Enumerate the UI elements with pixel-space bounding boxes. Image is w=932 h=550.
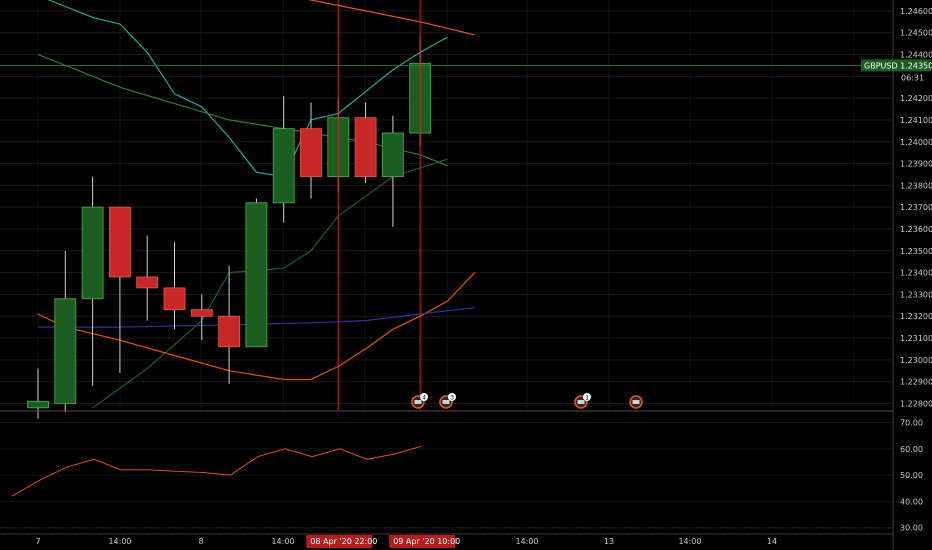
crosshair-time-tag [389,535,456,548]
event-marker[interactable] [629,395,643,409]
candle-body [272,128,295,204]
time-tick-label: 14:00 [515,537,538,546]
price-tick-label: 1.23500 [900,247,932,256]
price-tick-label: 1.23800 [900,181,932,190]
event-count: 3 [450,394,454,401]
event-count-badge [448,393,456,401]
price-tick-label: 1.23400 [900,269,932,278]
oscillator-line [11,445,422,497]
oscillator-pane: 70.00 60.00 50.00 40.00 30.00 [0,419,923,533]
event-marker[interactable]: 1 [574,393,591,409]
candle-body [54,298,77,404]
ma-line [307,0,475,36]
oscillator-tick-label: 30.00 [900,524,923,533]
price-tick-label: 1.22900 [900,378,932,387]
price-tick-label: 1.23600 [900,225,932,234]
event-marker[interactable]: 4 [411,393,428,409]
grid [0,0,893,410]
price-tick-label: 1.23200 [900,312,932,321]
oscillator-tick-label: 40.00 [900,497,923,506]
price-tick-label: 1.24100 [900,116,932,125]
candle-body [136,276,159,289]
event-count-badge [583,393,591,401]
flag-icon [414,400,422,404]
countdown-bg [895,72,932,84]
candle-body [163,287,186,311]
price-tick-label: 1.23300 [900,290,932,299]
candle-body [27,400,49,409]
price-tick-label: 1.23100 [900,334,932,343]
event-count-badge [420,393,428,401]
time-tick-label: 14 [767,537,777,546]
price-tick-label: 1.24500 [900,29,932,38]
price-tick-label: 1.23700 [900,203,932,212]
candle-body [300,128,322,178]
crosshair-lines [0,0,893,410]
candle-body [109,206,131,278]
time-tick-label: 7 [35,537,40,546]
candle-body [218,315,241,348]
flag-icon [577,400,585,404]
candle-body [190,309,213,317]
price-tick-label: 1.24400 [900,51,932,60]
candle-body [354,117,377,178]
event-marker[interactable]: 3 [439,393,456,409]
oscillator-tick-label: 60.00 [900,445,923,454]
crosshair-time-label: 09 Apr '20 10:00 [393,537,460,546]
time-tick-label: 8 [198,537,203,546]
candle-body [81,206,104,300]
price-tick-label: 1.22800 [900,399,932,408]
time-tick-label: 14:00 [271,537,294,546]
crosshair-time-label: 08 Apr '20 22:00 [310,537,377,546]
flag-icon [632,400,640,404]
event-markers[interactable]: 4 3 1 [411,393,643,409]
candle-body [381,132,404,178]
event-count: 1 [585,394,589,401]
countdown-label: 06:31 [901,73,924,82]
candle-body [245,202,268,348]
time-tick-label: 13 [604,537,614,546]
candles [27,37,432,419]
price-tick-label: 1.23900 [900,160,932,169]
price-tick-label: 1.24200 [900,94,932,103]
flag-icon [442,400,450,404]
time-tick-label: 14:00 [678,537,701,546]
price-tick-label: 1.24000 [900,138,932,147]
oscillator-tick-label: 50.00 [900,471,923,480]
time-tick-label: 14:00 [108,537,131,546]
oscillator-tick-label: 70.00 [900,419,923,428]
price-tick-label: 1.23000 [900,356,932,365]
last-price-label: GBPUSD 1.24350 [864,61,932,70]
event-count: 4 [422,394,426,401]
price-tick-label: 1.24600 [900,7,932,16]
last-price-tag [861,59,931,72]
ma-line [47,0,448,178]
crosshair-time-tag [306,535,373,548]
